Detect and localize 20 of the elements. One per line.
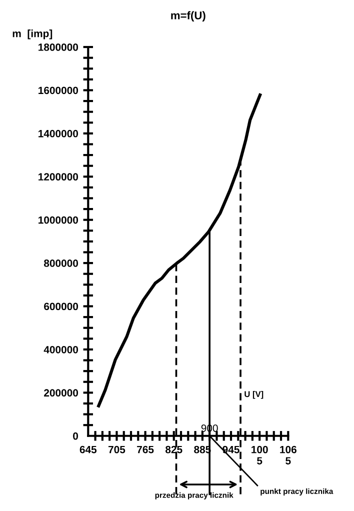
y-tick-label: 0 (73, 432, 78, 440)
y-tick-label: 1400000 (38, 130, 78, 138)
x-tick-label: 945 (222, 446, 240, 454)
y-tick-label: 200000 (44, 389, 78, 397)
chart-title: m=f(U) (171, 11, 206, 22)
x-tick-label: 100 5 (252, 446, 268, 464)
y-tick-label: 1200000 (38, 173, 78, 181)
y-tick-label: 1600000 (38, 86, 78, 94)
x-tick-label: 825 (166, 446, 182, 454)
x-axis-title: U [V] (244, 390, 264, 399)
y-tick-label: 800000 (44, 260, 78, 267)
x-tick-label: 645 (80, 446, 97, 454)
y-tick-label: 1800000 (38, 44, 78, 51)
x-tick-label: 765 (137, 446, 154, 454)
x-tick-label: 106 5 (280, 446, 296, 464)
x-tick-label: 705 (108, 446, 126, 454)
y-tick-label: 400000 (44, 346, 78, 354)
y-tick-label: 1000000 (38, 216, 78, 224)
y-tick-label: 600000 (44, 302, 78, 310)
y-axis-title: m [imp] (12, 30, 52, 40)
